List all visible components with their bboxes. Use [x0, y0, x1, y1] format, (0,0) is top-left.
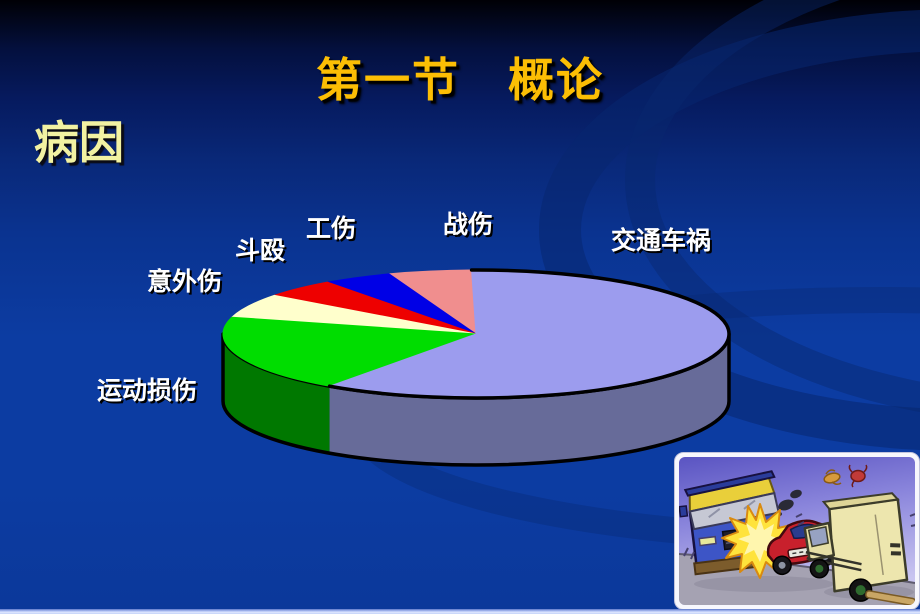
etiology-heading: 病因: [34, 117, 125, 168]
pie-label-war-injury: 战伤: [443, 211, 494, 239]
car-crash-illustration: [674, 452, 920, 610]
motion-lines: [683, 513, 915, 560]
pie-label-accident-injury: 意外伤: [147, 268, 223, 296]
pie-top-arc-outline: [327, 268, 731, 400]
pie-slice-运动损伤: [222, 316, 477, 387]
pie-label-sports-injury: 运动损伤: [97, 377, 198, 405]
bird-icon: [823, 469, 842, 486]
pie-side-交通车祸: [329, 334, 729, 466]
pie-label-work-injury: 工伤: [306, 215, 357, 243]
bug-icon: [848, 464, 868, 488]
slide-title: 第一节 概论: [316, 54, 604, 106]
van: [803, 492, 915, 605]
pie-label-traffic-crash: 交通车祸: [611, 227, 712, 255]
car-crash-image: [674, 452, 920, 610]
slide-bottom-accent-line: [0, 609, 920, 614]
pie-label-fight-injury: 斗殴: [235, 237, 286, 265]
